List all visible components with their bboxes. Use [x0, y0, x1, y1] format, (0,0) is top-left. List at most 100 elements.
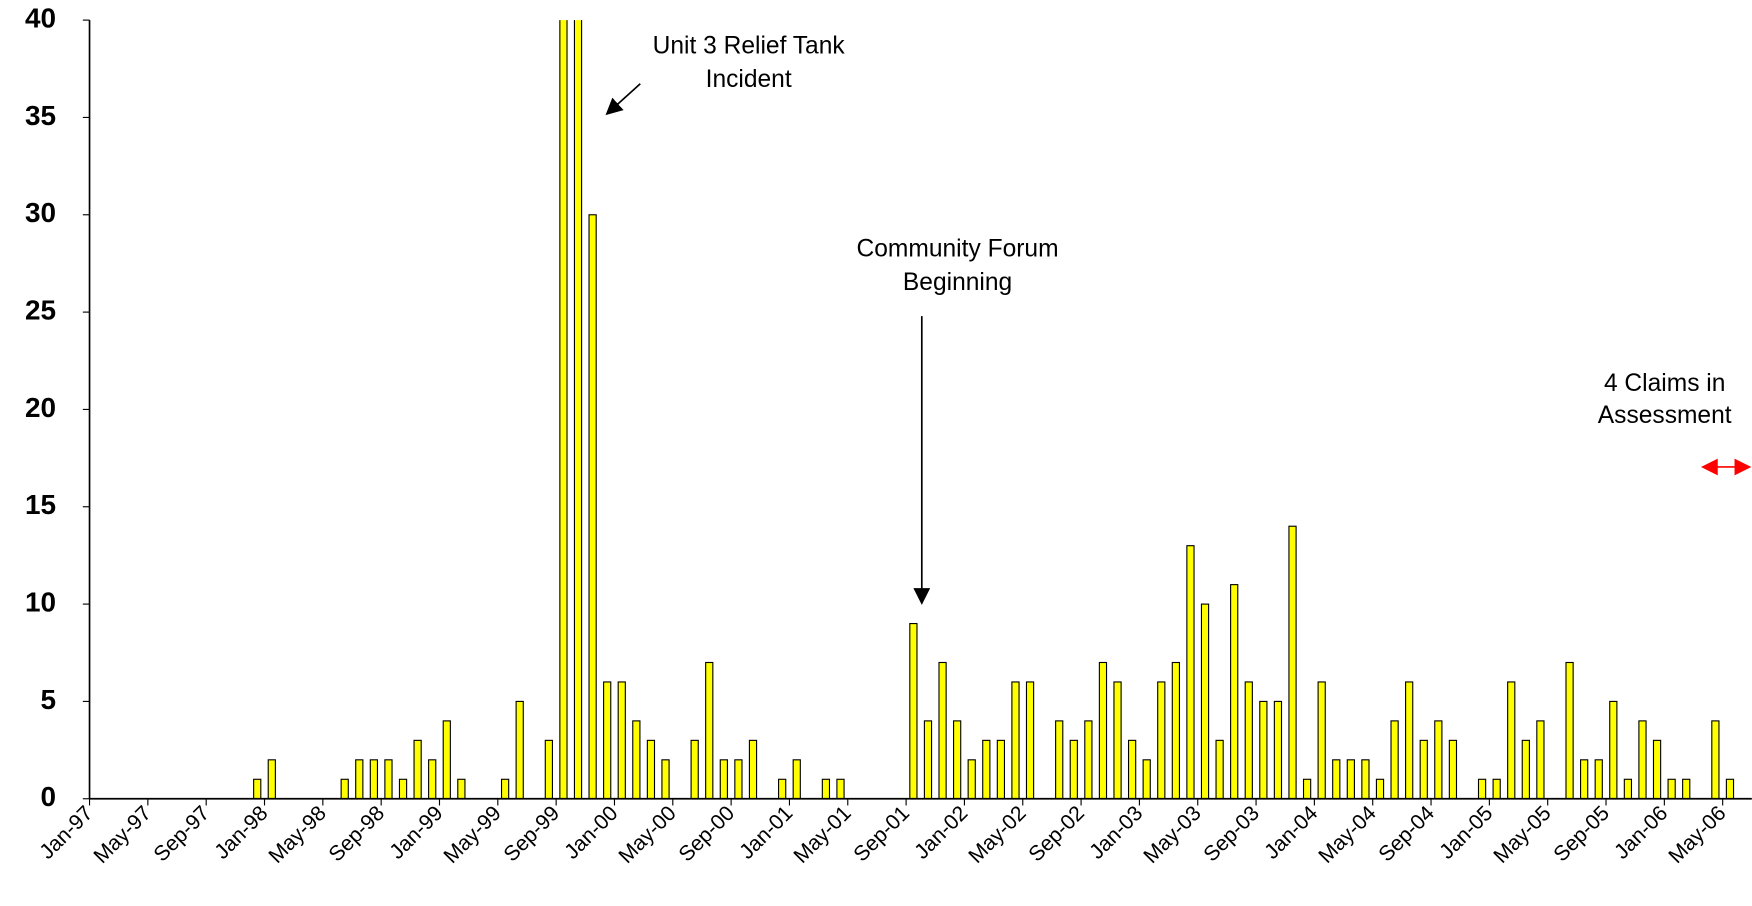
bar	[1273, 700, 1283, 800]
x-tick-label: Jan-03	[1085, 802, 1147, 864]
x-tick-label: Jan-99	[385, 802, 447, 864]
bar	[1667, 778, 1676, 800]
y-tick-label: 10	[25, 586, 56, 617]
bar	[1113, 681, 1122, 800]
y-tick-label: 5	[40, 684, 56, 715]
bar	[1434, 720, 1443, 800]
bar	[1594, 759, 1603, 800]
bar	[457, 778, 466, 800]
y-tick-label: 15	[25, 489, 56, 520]
bar	[1230, 584, 1239, 800]
bar	[661, 759, 670, 800]
bar	[1259, 700, 1268, 800]
annotation-text: Unit 3 Relief Tank	[653, 32, 846, 59]
x-tick-label: May-04	[1314, 802, 1380, 868]
bar	[982, 739, 991, 800]
x-tick-label: Sep-00	[674, 802, 739, 867]
bar	[632, 720, 641, 800]
x-tick-label: May-00	[615, 802, 681, 868]
bar	[1025, 681, 1035, 800]
x-tick-label: May-06	[1664, 802, 1730, 868]
x-tick-label: Sep-03	[1199, 802, 1264, 867]
bar	[573, 20, 583, 800]
annotation-text: Beginning	[903, 269, 1012, 296]
x-tick-label: Sep-01	[849, 802, 914, 867]
annotation-text: Community Forum	[857, 236, 1059, 263]
bar	[1069, 739, 1078, 800]
annotation-text: Assessment	[1598, 402, 1732, 429]
bar	[1521, 739, 1530, 800]
bar	[1375, 778, 1385, 800]
x-tick-label: Jan-04	[1260, 802, 1322, 864]
bar	[719, 759, 728, 800]
bar	[1055, 720, 1064, 800]
x-tick-label: May-97	[90, 802, 156, 868]
bar	[340, 778, 349, 800]
bar	[1492, 778, 1501, 800]
y-tick-label: 35	[25, 100, 56, 131]
x-tick-label: Sep-98	[325, 802, 390, 867]
bar	[428, 759, 437, 800]
bar	[705, 661, 714, 800]
bar	[909, 623, 918, 800]
bar	[500, 778, 510, 800]
bar	[748, 739, 758, 800]
bar	[1244, 681, 1253, 800]
bar	[1215, 739, 1224, 800]
bar	[1580, 759, 1589, 800]
bar	[1390, 720, 1399, 800]
bar	[617, 681, 626, 800]
x-tick-label: Sep-02	[1024, 802, 1089, 867]
x-tick-label: Jan-02	[910, 802, 972, 864]
bar	[734, 759, 743, 800]
x-tick-label: Jan-05	[1435, 802, 1497, 864]
x-tick-label: Jan-00	[560, 802, 622, 864]
bar	[384, 759, 393, 800]
bar	[369, 759, 379, 800]
bar	[355, 759, 364, 800]
bar	[1419, 739, 1428, 800]
bar	[1084, 720, 1093, 800]
bar	[953, 720, 962, 800]
x-tick-label: May-02	[964, 802, 1030, 868]
x-tick-label: May-01	[789, 802, 855, 868]
bar	[1682, 778, 1691, 800]
bar	[1011, 681, 1020, 800]
bar	[836, 778, 845, 800]
y-tick-label: 25	[25, 294, 56, 325]
bar	[1711, 720, 1720, 800]
bar	[1638, 720, 1647, 800]
bar	[1142, 759, 1151, 800]
x-tick-label: May-99	[440, 802, 506, 868]
bar	[646, 739, 656, 800]
x-tick-label: Jan-06	[1610, 802, 1672, 864]
bar	[1536, 720, 1545, 800]
x-tick-label: Jan-01	[735, 802, 797, 864]
bar	[1127, 739, 1137, 800]
bar	[938, 661, 947, 800]
bar	[253, 778, 262, 800]
bar	[1609, 700, 1618, 800]
bar	[1448, 739, 1458, 800]
bar	[923, 720, 933, 800]
bar	[1186, 545, 1195, 800]
bar	[1332, 759, 1341, 800]
bar	[1288, 525, 1297, 800]
x-tick-label: May-03	[1139, 802, 1205, 868]
bar	[996, 739, 1006, 800]
bar	[398, 778, 408, 800]
bar	[690, 739, 699, 800]
x-tick-label: May-98	[265, 802, 331, 868]
bar	[1725, 778, 1735, 800]
bar	[442, 720, 451, 800]
bar	[1157, 681, 1166, 800]
x-tick-label: Sep-99	[499, 802, 564, 867]
annotation-arrow	[605, 83, 641, 116]
bar	[1098, 661, 1108, 800]
bar	[603, 681, 612, 800]
bar	[1623, 778, 1633, 800]
x-tick-label: Jan-98	[210, 802, 272, 864]
y-tick-label: 40	[25, 2, 56, 33]
x-tick-label: Sep-97	[150, 802, 215, 867]
